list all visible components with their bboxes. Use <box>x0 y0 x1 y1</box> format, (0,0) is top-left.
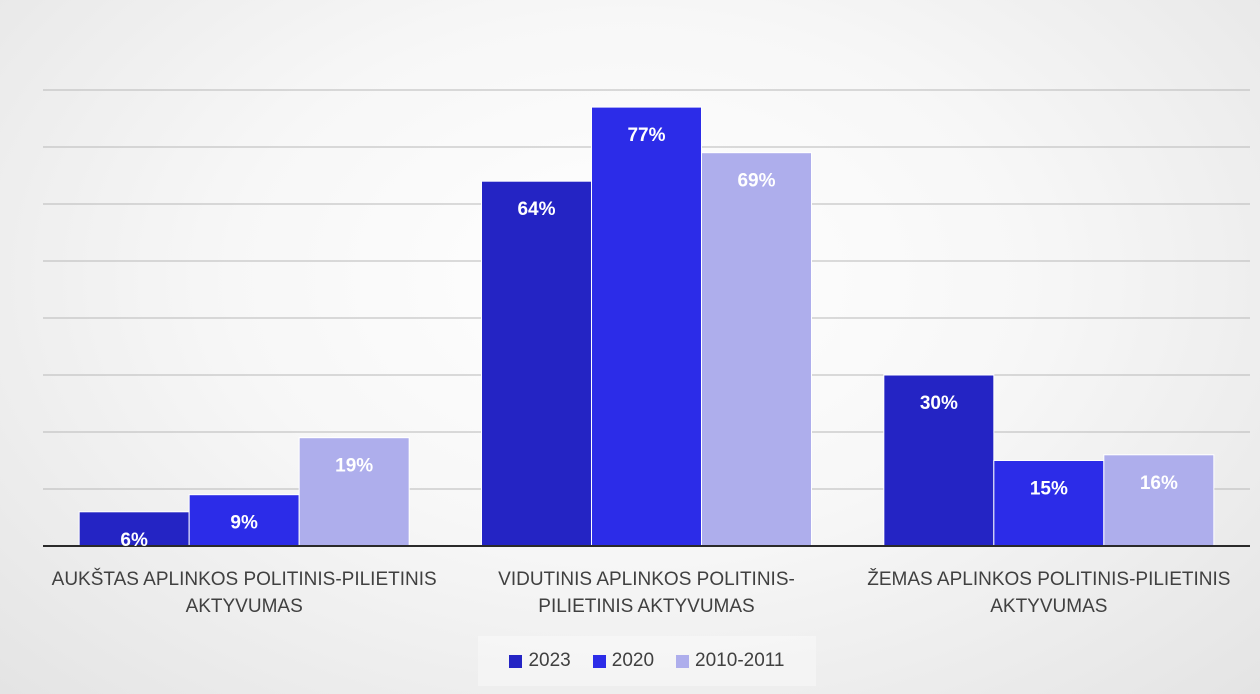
legend: 2023 2020 2010-2011 <box>478 636 816 686</box>
data-label-2010-2011-0: 19% <box>335 456 373 477</box>
bar-2020-0 <box>188 494 300 547</box>
data-label-2010-2011-2: 16% <box>1140 473 1178 494</box>
bar-2010-2011-1 <box>701 152 812 547</box>
legend-item-2010-2011: 2010-2011 <box>676 650 785 672</box>
bar-2023-0 <box>78 511 190 547</box>
category-label-line: AKTYVUMAS <box>186 596 303 617</box>
bar-2023-2 <box>883 374 995 547</box>
category-label-line: PILIETINIS AKTYVUMAS <box>538 596 754 617</box>
data-labels: 6% 9% 19% 64% 77% 69% 30% 15% 16% <box>120 125 1178 551</box>
legend-item-2020: 2020 <box>592 650 655 672</box>
data-label-2023-2: 30% <box>920 393 958 414</box>
bar-2023-1 <box>481 180 592 547</box>
category-label-line: VIDUTINIS APLINKOS POLITINIS- <box>498 569 795 590</box>
legend-label-2010-2011: 2010-2011 <box>695 650 785 671</box>
legend-label-2020: 2020 <box>611 650 655 671</box>
bar-2010-2011-2 <box>1103 454 1215 547</box>
data-label-2020-2: 15% <box>1030 479 1068 500</box>
legend-label-2023: 2023 <box>528 650 571 671</box>
data-label-2023-0: 6% <box>120 530 148 551</box>
category-label-line: AUKŠTAS APLINKOS POLITINIS-PILIETINIS <box>52 568 437 590</box>
legend-swatch-2023 <box>509 654 523 668</box>
category-label-line: ŽEMAS APLINKOS POLITINIS-PILIETINIS <box>867 568 1230 590</box>
legend-swatch-2010-2011 <box>676 654 690 668</box>
category-label-line: AKTYVUMAS <box>990 596 1107 617</box>
data-label-2023-1: 64% <box>517 199 555 220</box>
category-label-0: AUKŠTAS APLINKOS POLITINIS-PILIETINIS AKT… <box>52 568 437 617</box>
category-labels: AUKŠTAS APLINKOS POLITINIS-PILIETINIS AKT… <box>52 568 1231 617</box>
legend-swatch-2020 <box>592 654 606 668</box>
legend-item-2023: 2023 <box>509 650 571 672</box>
bars <box>78 106 1215 547</box>
data-label-2010-2011-1: 69% <box>737 171 775 192</box>
data-label-2020-1: 77% <box>627 125 665 146</box>
category-label-2: ŽEMAS APLINKOS POLITINIS-PILIETINIS AKTYV… <box>867 568 1230 617</box>
bar-2010-2011-0 <box>298 437 410 547</box>
data-label-2020-0: 9% <box>230 513 258 534</box>
category-label-1: VIDUTINIS APLINKOS POLITINIS- PILIETINIS … <box>498 569 795 617</box>
bar-2020-2 <box>993 460 1105 547</box>
bar-2020-1 <box>591 106 702 547</box>
